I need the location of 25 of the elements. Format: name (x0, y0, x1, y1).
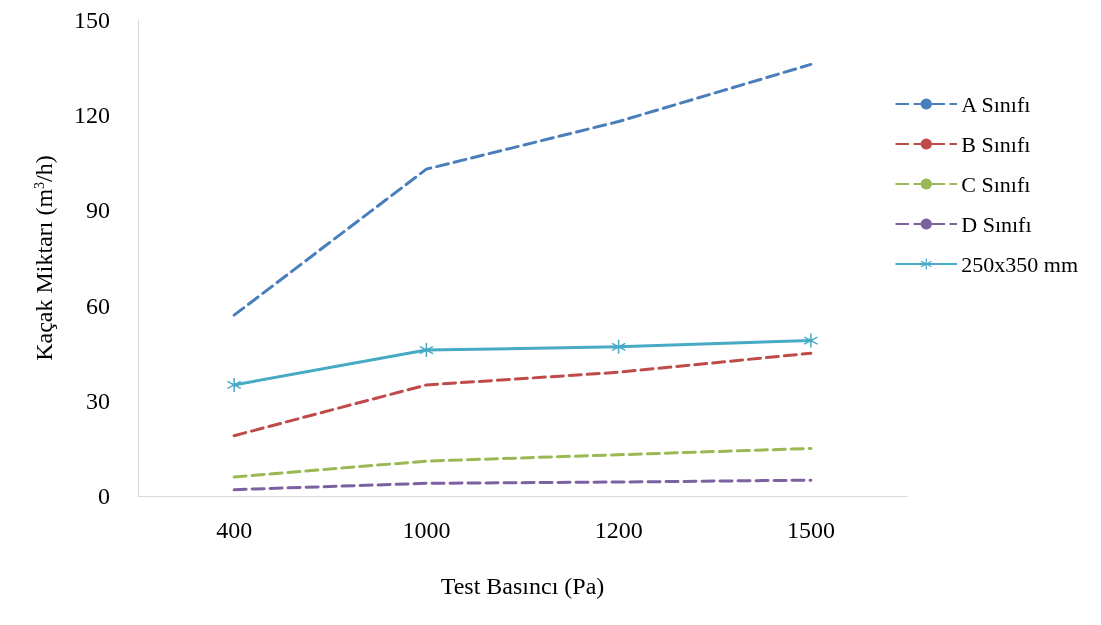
x-axis-title: Test Basıncı (Pa) (440, 573, 605, 599)
legend-label: B Sınıfı (961, 131, 1031, 157)
y-tick-label: 120 (74, 102, 110, 129)
y-tick-label: 150 (74, 7, 110, 33)
legend-label: D Sınıfı (961, 211, 1032, 237)
legend-label: A Sınıfı (961, 91, 1031, 117)
point (611, 339, 626, 354)
line-series (232, 351, 813, 438)
x-tick-label: 1500 (786, 517, 835, 543)
line-series (232, 62, 813, 317)
y-tick-label: 0 (98, 483, 110, 509)
legend-label: 250x350 mm (961, 251, 1079, 277)
point (803, 333, 818, 348)
x-tick-label: 400 (216, 517, 253, 543)
x-tick-label: 1200 (594, 517, 643, 543)
line-series (232, 446, 813, 479)
y-tick-label: 30 (86, 387, 110, 414)
line-series (232, 478, 813, 492)
point (419, 343, 434, 358)
x-tick-label: 1000 (402, 517, 451, 543)
y-tick-label: 90 (86, 197, 110, 224)
legend-label: C Sınıfı (961, 171, 1031, 197)
point (227, 377, 242, 392)
y-tick-label: 60 (86, 292, 110, 319)
y-axis-title: Kaçak Miktarı (m3/h) (31, 155, 57, 361)
